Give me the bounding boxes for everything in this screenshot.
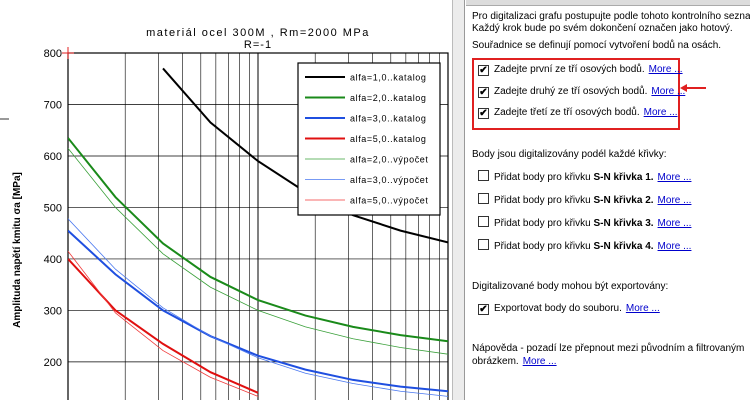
curve-step: Přidat body pro křivku S-N křivka 3. More… (478, 216, 691, 230)
title-bar (466, 0, 750, 6)
legend-label: alfa=1,0..katalog (350, 73, 427, 83)
more-link[interactable]: More ... (648, 64, 683, 75)
more-link[interactable]: More ... (657, 195, 692, 206)
y-tick-label: 400 (44, 254, 62, 266)
legend-label: alfa=5,0..katalog (350, 134, 427, 144)
more-link[interactable]: More ... (651, 85, 686, 97)
y-tick-label: 500 (44, 202, 62, 214)
more-link[interactable]: More ... (657, 172, 692, 183)
legend-label: alfa=2,0..výpočet (350, 155, 429, 165)
text: Pro digitalizaci grafu postupujte podle … (472, 11, 750, 22)
arrow (680, 84, 706, 92)
y-tick-label: 800 (44, 48, 62, 60)
series-line (68, 258, 259, 394)
curve-name: S-N křivka 1. (593, 172, 654, 183)
step-text: Přidat body pro křivku (494, 172, 591, 183)
heading: Body jsou digitalizovány podél každé kři… (472, 149, 667, 161)
step-text: Zadejte třetí ze tří osových bodů. (494, 107, 640, 118)
y-tick-label: 300 (44, 305, 62, 317)
text: Body jsou digitalizovány podél každé kři… (472, 149, 667, 160)
export-step: ✔ Exportovat body do souboru. More ... (478, 303, 660, 315)
hint-line: obrázkem. More ... (472, 356, 557, 368)
series-line (68, 137, 448, 343)
series-line (68, 147, 448, 355)
legend-label: alfa=5,0..výpočet (350, 196, 429, 206)
axis-step: ✔ Zadejte druhý ze tří osových bodů. More … (478, 86, 685, 98)
axis-point-marker (62, 47, 74, 59)
text: Nápověda - pozadí lze přepnout mezi půvo… (472, 343, 745, 354)
step-text: Zadejte druhý ze tří osových bodů. (494, 85, 648, 97)
series-line (68, 250, 259, 397)
highlight-box (472, 58, 680, 130)
more-link[interactable]: More ... (643, 107, 678, 118)
more-link[interactable]: More ... (522, 356, 557, 367)
axis-step: ✔ Zadejte třetí ze tří osových bodů. More … (478, 107, 678, 119)
checkbox[interactable] (478, 193, 489, 204)
intro-line: Pro digitalizaci grafu postupujte podle … (472, 11, 750, 23)
text: Digitalizované body mohou být exportován… (472, 281, 669, 292)
y-tick-label: 700 (44, 99, 62, 111)
checkbox[interactable] (478, 216, 489, 227)
step-text: Přidat body pro křivku (494, 195, 591, 206)
chart: materiál ocel 300M , Rm=2000 MPa R=-1 Am… (0, 27, 449, 400)
y-tick-label: 600 (44, 151, 62, 163)
intro-line: Každý krok bude po svém dokončení označe… (472, 23, 733, 35)
heading: Souřadnice se definují pomocí vytvoření … (472, 40, 721, 52)
y-tick-label: 200 (44, 357, 62, 369)
checkbox[interactable] (478, 239, 489, 250)
checkbox[interactable]: ✔ (478, 304, 489, 315)
text: obrázkem. (472, 356, 519, 367)
more-link[interactable]: More ... (657, 218, 692, 229)
hint-line: Nápověda - pozadí lze přepnout mezi půvo… (472, 343, 744, 355)
step-text: Přidat body pro křivku (494, 218, 591, 229)
legend (297, 62, 441, 216)
series-line (68, 218, 448, 397)
heading: Digitalizované body mohou být exportován… (472, 281, 668, 293)
more-link[interactable]: More ... (625, 303, 660, 314)
checklist-panel: Pro digitalizaci grafu postupujte podle … (466, 0, 750, 400)
legend-label: alfa=3,0..katalog (350, 114, 427, 124)
curve-step: Přidat body pro křivku S-N křivka 2. More… (478, 193, 691, 207)
splitter[interactable] (452, 0, 465, 400)
y-axis-label: Amplituda napětí kmitu σa [MPa] (12, 172, 23, 328)
series-line (68, 229, 448, 393)
chart-title: materiál ocel 300M , Rm=2000 MPa (146, 27, 370, 39)
curve-name: S-N křivka 3. (593, 218, 654, 229)
curve-name: S-N křivka 4. (593, 241, 654, 252)
step-text: Zadejte první ze tří osových bodů. (494, 64, 645, 75)
curve-step: Přidat body pro křivku S-N křivka 4. More… (478, 239, 691, 253)
curve-step: Přidat body pro křivku S-N křivka 1. More… (478, 170, 691, 184)
step-text: Exportovat body do souboru. (494, 303, 622, 314)
checkbox[interactable]: ✔ (478, 86, 489, 98)
more-link[interactable]: More ... (657, 241, 692, 252)
plot-border (67, 52, 449, 400)
legend-label: alfa=3,0..výpočet (350, 175, 429, 185)
checkbox[interactable]: ✔ (478, 65, 489, 76)
checkbox[interactable] (478, 170, 489, 181)
curve-name: S-N křivka 2. (593, 195, 654, 206)
chart-subtitle: R=-1 (244, 39, 272, 51)
axis-step: ✔ Zadejte první ze tří osových bodů. More … (478, 64, 683, 76)
text: Souřadnice se definují pomocí vytvoření … (472, 40, 722, 51)
text: Každý krok bude po svém dokončení označe… (472, 23, 733, 34)
step-text: Přidat body pro křivku (494, 241, 591, 252)
legend-label: alfa=2,0..katalog (350, 93, 427, 103)
checkbox[interactable]: ✔ (478, 108, 489, 119)
